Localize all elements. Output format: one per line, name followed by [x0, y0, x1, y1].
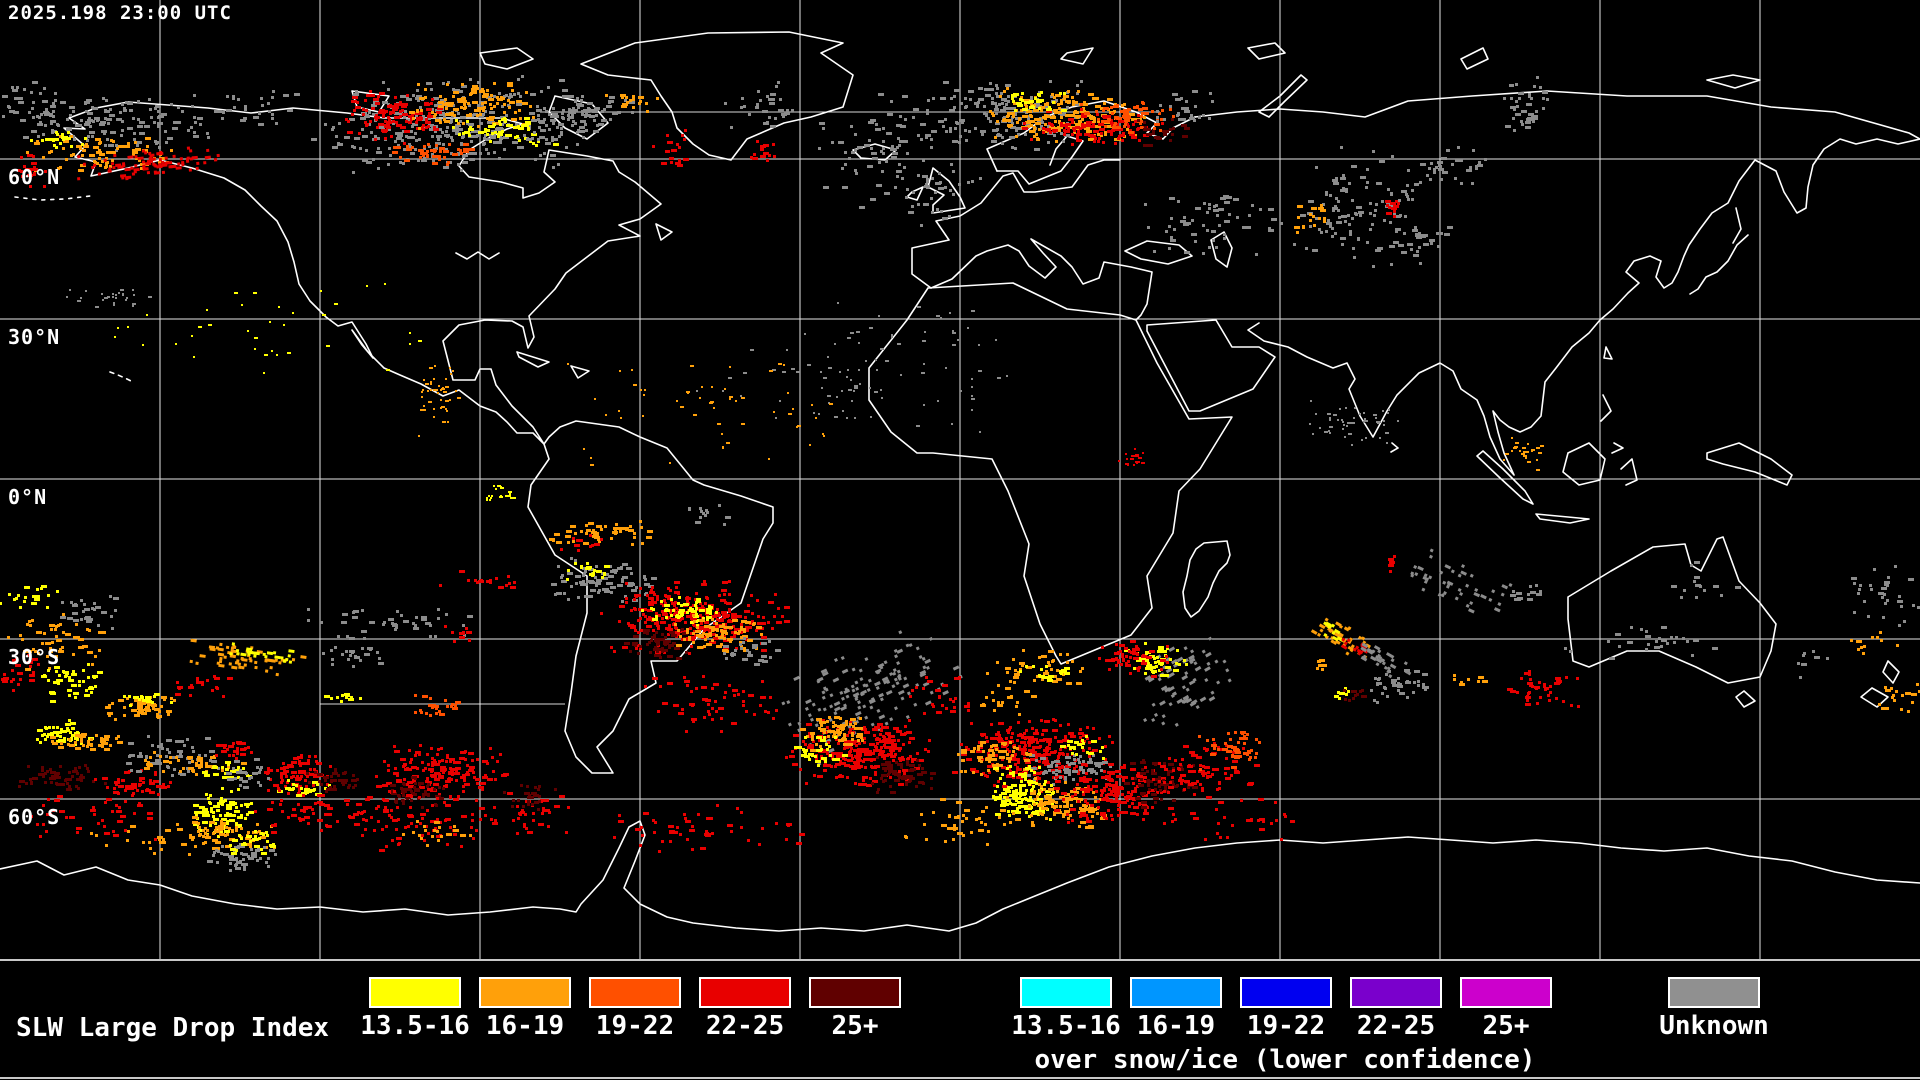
- coast-franz-josef-land: [1247, 42, 1286, 60]
- coast-sumatra: [1476, 450, 1534, 505]
- coast-svalbard: [1060, 47, 1094, 65]
- coast-africa: [868, 282, 1233, 665]
- coast-newfoundland: [655, 223, 673, 241]
- coast-greenland: [580, 31, 854, 161]
- label-snow-22-25: 22-25: [1356, 1011, 1436, 1041]
- swatch-snow-13_5-16: [1020, 977, 1112, 1008]
- label-ldi-22-25: 22-25: [705, 1011, 785, 1041]
- coast-asia-east-south: [1247, 138, 1920, 476]
- lat-label-0n: 0°N: [8, 485, 48, 509]
- label-snow-19-22: 19-22: [1246, 1011, 1326, 1041]
- label-snow-16-19: 16-19: [1136, 1011, 1216, 1041]
- coast-japan: [1689, 234, 1749, 295]
- coast-caspian-sea: [1210, 231, 1233, 268]
- image-bottom-border: [0, 1077, 1920, 1079]
- label-snow-13_5-16: 13.5-16: [1011, 1011, 1121, 1041]
- lat-label-60n: 60°N: [8, 165, 61, 189]
- coast-black-sea: [1124, 240, 1193, 265]
- coast-new-zealand-north: [1882, 660, 1900, 684]
- lat-label-60s: 60°S: [8, 805, 61, 829]
- coast-mediterranean: [930, 238, 1153, 321]
- coast-new-siberian-islands: [1706, 74, 1761, 89]
- coast-ellesmere-island: [479, 47, 534, 70]
- coast-arabia: [1146, 319, 1276, 412]
- coast-java: [1535, 513, 1590, 524]
- coast-severnaya-zemlya: [1460, 47, 1489, 70]
- legend-title: SLW Large Drop Index: [16, 1013, 330, 1043]
- coast-sweden-baltic: [996, 135, 1084, 185]
- coast-asia-arctic: [1194, 90, 1920, 140]
- swatch-snow-25plus: [1460, 977, 1552, 1008]
- coast-sakhalin: [1732, 207, 1742, 244]
- swatch-unknown: [1668, 977, 1760, 1008]
- slw-data-pixels: [0, 75, 1920, 872]
- label-snow-25plus: 25+: [1482, 1011, 1530, 1041]
- swatch-snow-19-22: [1240, 977, 1332, 1008]
- coast-north-america: [63, 101, 662, 445]
- swatch-ldi-25plus: [809, 977, 901, 1008]
- coast-hispaniola: [570, 365, 590, 379]
- coast-new-zealand-south: [1860, 687, 1889, 708]
- coast-great-britain: [927, 167, 966, 214]
- snow-ice-caption: over snow/ice (lower confidence): [1034, 1045, 1536, 1075]
- coast-antarctica: [0, 820, 1920, 932]
- swatch-ldi-22-25: [699, 977, 791, 1008]
- coast-sri-lanka: [1390, 442, 1399, 453]
- label-unknown: Unknown: [1659, 1011, 1769, 1041]
- swatch-ldi-16-19: [479, 977, 571, 1008]
- coast-philippines-mindanao: [1611, 442, 1624, 454]
- map-bottom-border: [0, 959, 1920, 961]
- label-ldi-19-22: 19-22: [595, 1011, 675, 1041]
- timestamp: 2025.198 23:00 UTC: [8, 2, 232, 24]
- coast-iceland: [852, 143, 897, 161]
- swatch-ldi-13_5-16: [369, 977, 461, 1008]
- coast-south-america: [527, 420, 774, 774]
- coast-australia: [1567, 536, 1777, 684]
- label-ldi-25plus: 25+: [831, 1011, 879, 1041]
- coast-philippines-luzon: [1600, 394, 1612, 422]
- coast-ireland: [906, 186, 924, 201]
- coast-sulawesi: [1620, 458, 1638, 486]
- coastlines: [0, 31, 1920, 932]
- coast-borneo: [1562, 442, 1606, 486]
- lat-label-30n: 30°N: [8, 325, 61, 349]
- coast-madagascar: [1182, 540, 1231, 618]
- coast-novaya-zemlya: [1258, 74, 1308, 118]
- coast-aleutians: [14, 195, 91, 201]
- coast-tasmania: [1735, 690, 1756, 708]
- lat-label-30s: 30°S: [8, 645, 61, 669]
- coast-europe-west: [911, 159, 1121, 289]
- label-ldi-16-19: 16-19: [485, 1011, 565, 1041]
- coast-cuba: [516, 351, 550, 368]
- coast-hawaii: [109, 371, 134, 383]
- coast-taiwan: [1603, 346, 1613, 360]
- swatch-snow-16-19: [1130, 977, 1222, 1008]
- coast-great-lakes: [455, 251, 500, 260]
- swatch-ldi-19-22: [589, 977, 681, 1008]
- coast-new-guinea: [1706, 442, 1793, 486]
- label-ldi-13_5-16: 13.5-16: [360, 1011, 470, 1041]
- swatch-snow-22-25: [1350, 977, 1442, 1008]
